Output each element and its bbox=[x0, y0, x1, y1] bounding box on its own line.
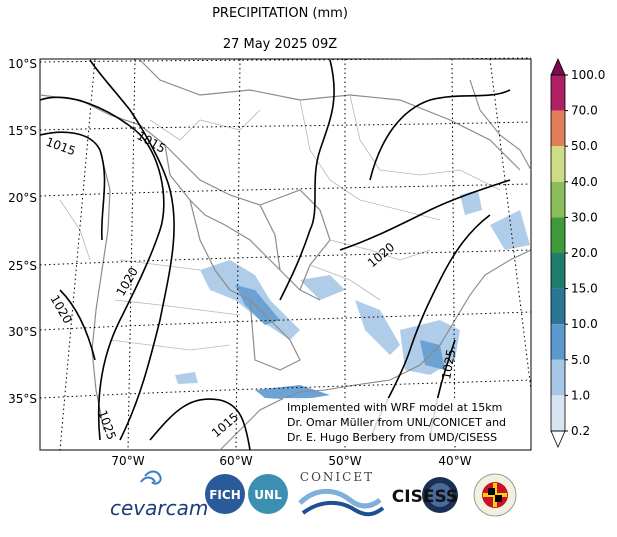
colorbar-segment bbox=[551, 288, 565, 325]
umd-seal-logo bbox=[473, 473, 517, 517]
cisess-logo: CISESS bbox=[392, 477, 458, 513]
colorbar-tick-label: 100.0 bbox=[571, 68, 605, 82]
lat-label: 15°S bbox=[8, 124, 37, 138]
lon-label: 60°W bbox=[219, 454, 252, 468]
cisess-text: CISESS bbox=[392, 487, 458, 507]
cevarcam-text: cevarcam bbox=[110, 496, 208, 520]
isobars bbox=[39, 59, 511, 451]
colorbar-segment bbox=[551, 146, 565, 182]
lat-label: 25°S bbox=[8, 259, 37, 273]
colorbar-tick-label: 10.0 bbox=[571, 317, 598, 331]
fich-text: FICH bbox=[209, 488, 241, 502]
fich-logo: FICH bbox=[205, 474, 245, 514]
map-subtitle: 27 May 2025 09Z bbox=[222, 37, 338, 52]
lon-label: 70°W bbox=[111, 454, 144, 468]
lat-label: 20°S bbox=[8, 191, 37, 205]
map-title: PRECIPITATION (mm) bbox=[212, 6, 348, 21]
colorbar-tick-label: 40.0 bbox=[571, 175, 598, 189]
conicet-logo: CONICET bbox=[298, 470, 385, 517]
country-borders bbox=[39, 59, 521, 431]
latitude-labels: 10°S 15°S 20°S 25°S 30°S 35°S bbox=[8, 57, 37, 406]
lon-label: 50°W bbox=[328, 454, 361, 468]
colorbar-segment bbox=[551, 253, 565, 289]
colorbar-tick-label: 70.0 bbox=[571, 104, 598, 118]
lat-label: 10°S bbox=[8, 57, 37, 71]
graticule bbox=[39, 57, 532, 451]
colorbar-tick-label: 50.0 bbox=[571, 139, 598, 153]
lat-label: 30°S bbox=[8, 325, 37, 339]
colorbar-tick-label: 5.0 bbox=[571, 353, 590, 367]
colorbar-extend-top bbox=[550, 58, 566, 76]
unl-text: UNL bbox=[254, 488, 282, 502]
isobar-label: 1025 bbox=[439, 348, 458, 381]
map-frame bbox=[39, 58, 532, 451]
colorbar-segment bbox=[551, 181, 565, 218]
longitude-labels: 70°W 60°W 50°W 40°W bbox=[111, 454, 471, 468]
lat-label: 35°S bbox=[8, 392, 37, 406]
credit-line-3: Dr. E. Hugo Berbery from UMD/CISESS bbox=[287, 431, 497, 444]
colorbar-tick-label: 1.0 bbox=[571, 388, 590, 402]
unl-logo: UNL bbox=[248, 474, 288, 514]
colorbar-extend-bottom bbox=[550, 430, 566, 448]
colorbar-tick-label: 20.0 bbox=[571, 246, 598, 260]
colorbar-segment bbox=[551, 75, 565, 111]
conicet-text: CONICET bbox=[300, 470, 374, 484]
colorbar-segment bbox=[551, 110, 565, 147]
colorbar-tick-label: 0.2 bbox=[571, 424, 590, 438]
logo-strip: cevarcam FICH UNL CONICET CISESS bbox=[110, 470, 517, 520]
colorbar-segment bbox=[551, 395, 565, 431]
colorbar-tick-label: 30.0 bbox=[571, 210, 598, 224]
colorbar: 100.0 70.0 50.0 40.0 30.0 20.0 15.0 10.0 5.0 1.0 0… bbox=[550, 58, 605, 448]
credit-line-2: Dr. Omar Müller from UNL/CONICET and bbox=[287, 416, 506, 429]
colorbar-tick-label: 15.0 bbox=[571, 282, 598, 296]
lon-label: 40°W bbox=[438, 454, 471, 468]
colorbar-segment bbox=[551, 359, 565, 396]
colorbar-segment bbox=[551, 324, 565, 360]
cevarcam-logo: cevarcam bbox=[110, 470, 208, 520]
credit-line-1: Implemented with WRF model at 15km bbox=[287, 401, 502, 414]
colorbar-segment bbox=[551, 217, 565, 253]
credit-box: Implemented with WRF model at 15km Dr. O… bbox=[283, 398, 529, 446]
